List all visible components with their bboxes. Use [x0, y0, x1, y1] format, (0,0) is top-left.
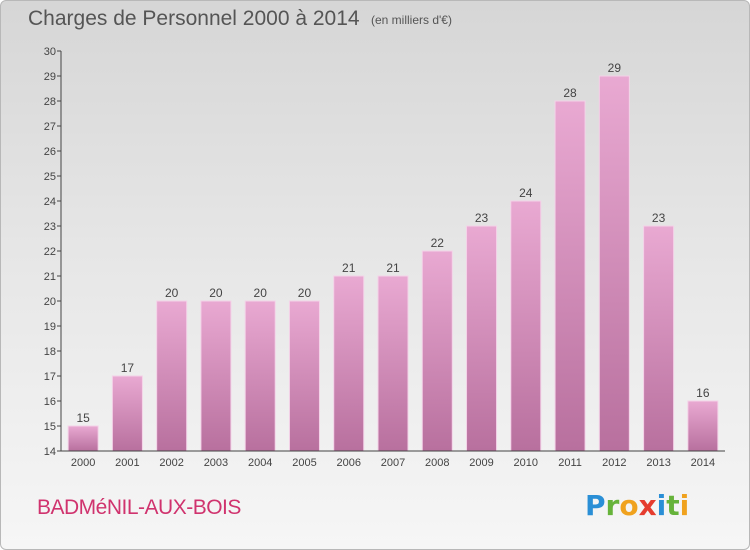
x-axis: 2000 2001 2002 2003 2004 2005 2006 2007 2008 2009…	[61, 450, 725, 469]
y-tick-label: 15	[44, 421, 56, 433]
bar-value-label: 15	[76, 411, 90, 425]
y-tick-label: 25	[44, 171, 56, 183]
y-tick-label: 22	[44, 246, 56, 258]
x-tick-label: 2009	[469, 457, 493, 469]
bar-value-label: 23	[652, 211, 666, 225]
x-tick-label: 2000	[71, 457, 95, 469]
bar-value-label: 17	[121, 361, 135, 375]
bar-value-label: 21	[386, 261, 400, 275]
x-tick-label: 2008	[425, 457, 449, 469]
bar	[643, 225, 675, 452]
bar	[687, 400, 719, 452]
y-tick-label: 27	[44, 121, 56, 133]
y-tick-label: 23	[44, 221, 56, 233]
y-tick-label: 21	[44, 271, 56, 283]
bar-value-label: 20	[165, 286, 179, 300]
bar-value-label: 22	[431, 236, 445, 250]
chart-title: Charges de Personnel 2000 à 2014	[28, 7, 360, 30]
y-tick-label: 28	[44, 96, 56, 108]
commune-name: BADMéNIL-AUX-BOIS	[37, 496, 241, 519]
bar-value-label: 20	[209, 286, 223, 300]
bar	[333, 275, 365, 452]
bar	[598, 75, 630, 452]
bars: 15 17 20 20 20 20 21 21 22 23 24 28 29 23 16	[67, 61, 719, 452]
x-tick-label: 2005	[292, 457, 316, 469]
x-tick-label: 2003	[204, 457, 228, 469]
bar	[244, 300, 276, 452]
y-tick-label: 18	[44, 346, 56, 358]
y-tick-label: 20	[44, 296, 56, 308]
bar-value-label: 28	[563, 86, 577, 100]
y-axis: 14 15 16 17 18 19 20 21 22 23 24 25 26 27 28 29 30	[44, 46, 62, 458]
x-tick-label: 2002	[159, 457, 183, 469]
bar	[510, 200, 542, 452]
x-tick-label: 2014	[691, 457, 715, 469]
proxiti-logo[interactable]: Proxiti	[585, 489, 690, 522]
bar	[466, 225, 498, 452]
bar-value-label: 29	[608, 61, 622, 75]
x-tick-label: 2011	[558, 457, 582, 469]
bar	[111, 375, 143, 452]
x-tick-label: 2006	[336, 457, 360, 469]
y-tick-label: 16	[44, 396, 56, 408]
x-tick-label: 2010	[514, 457, 538, 469]
bar	[67, 425, 99, 452]
bar-value-label: 24	[519, 186, 533, 200]
x-tick-label: 2012	[602, 457, 626, 469]
bar	[156, 300, 188, 452]
y-tick-label: 14	[44, 446, 56, 458]
bar-value-label: 20	[298, 286, 312, 300]
y-tick-label: 19	[44, 321, 56, 333]
bar-value-label: 20	[254, 286, 268, 300]
x-tick-label: 2004	[248, 457, 272, 469]
y-tick-label: 30	[44, 46, 56, 58]
bar	[554, 100, 586, 452]
bar	[377, 275, 409, 452]
bar-value-label: 21	[342, 261, 356, 275]
bar-value-label: 16	[696, 386, 710, 400]
x-tick-label: 2001	[115, 457, 139, 469]
bar	[288, 300, 320, 452]
chart-subtitle: (en milliers d'€)	[371, 13, 452, 27]
x-tick-label: 2007	[381, 457, 405, 469]
y-tick-label: 24	[44, 196, 56, 208]
x-tick-label: 2013	[646, 457, 670, 469]
y-tick-label: 17	[44, 371, 56, 383]
bar	[200, 300, 232, 452]
bar	[421, 250, 453, 452]
bar-value-label: 23	[475, 211, 489, 225]
y-tick-label: 29	[44, 71, 56, 83]
y-tick-label: 26	[44, 146, 56, 158]
